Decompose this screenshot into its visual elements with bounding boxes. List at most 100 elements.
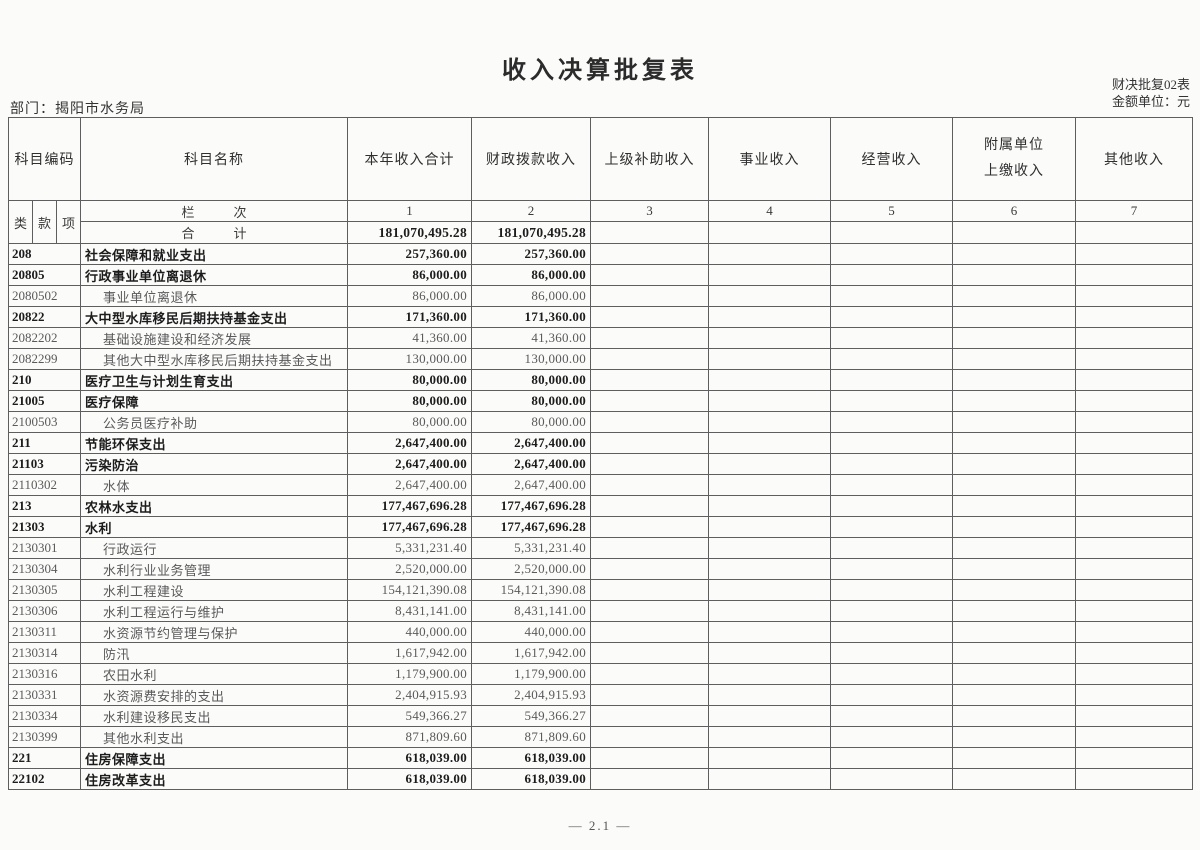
row-empty-3 bbox=[590, 642, 710, 664]
row-empty-5 bbox=[830, 516, 954, 538]
row-subject-name: 住房保障支出 bbox=[80, 747, 349, 769]
row-empty-3 bbox=[590, 516, 710, 538]
row-empty-5 bbox=[830, 537, 954, 559]
row-fiscal-income: 41,360.00 bbox=[471, 327, 592, 349]
table-row: 221 住房保障支出 618,039.00 618,039.00 bbox=[7, 747, 1194, 769]
row-empty-6 bbox=[952, 411, 1077, 433]
row-empty-3 bbox=[590, 726, 710, 748]
row-empty-6 bbox=[952, 474, 1077, 496]
row-subject-code: 2130316 bbox=[7, 663, 82, 685]
row-empty-7 bbox=[1075, 306, 1194, 328]
row-empty-5 bbox=[830, 705, 954, 727]
row-subject-code: 2080502 bbox=[7, 285, 82, 307]
row-empty-7 bbox=[1075, 474, 1194, 496]
table-row: 2130301 行政运行 5,331,231.40 5,331,231.40 bbox=[7, 537, 1194, 559]
row-empty-5 bbox=[830, 621, 954, 643]
row-empty-5 bbox=[830, 600, 954, 622]
row-subject-name: 事业单位离退休 bbox=[80, 285, 349, 307]
row-subject-code: 2130304 bbox=[7, 558, 82, 580]
row-empty-7 bbox=[1075, 600, 1194, 622]
row-fiscal-income: 618,039.00 bbox=[471, 747, 592, 769]
column-number-5: 5 bbox=[830, 200, 954, 222]
row-subject-code: 2130399 bbox=[7, 726, 82, 748]
row-subject-code: 2130334 bbox=[7, 705, 82, 727]
row-empty-4 bbox=[708, 537, 832, 559]
row-subject-name: 水体 bbox=[80, 474, 349, 496]
row-empty-4 bbox=[708, 474, 832, 496]
row-subject-name: 节能环保支出 bbox=[80, 432, 349, 454]
row-empty-3 bbox=[590, 747, 710, 769]
row-subject-name: 其他大中型水库移民后期扶持基金支出 bbox=[80, 348, 349, 370]
row-empty-6 bbox=[952, 621, 1077, 643]
row-subject-code: 22102 bbox=[7, 768, 82, 790]
page-number: — 2.1 — bbox=[568, 818, 632, 833]
table-row: 211 节能环保支出 2,647,400.00 2,647,400.00 bbox=[7, 432, 1194, 454]
row-fiscal-income: 171,360.00 bbox=[471, 306, 592, 328]
row-total-income: 154,121,390.08 bbox=[347, 579, 473, 601]
row-empty-3 bbox=[590, 537, 710, 559]
row-empty-5 bbox=[830, 411, 954, 433]
row-subject-code: 2130306 bbox=[7, 600, 82, 622]
row-empty-7 bbox=[1075, 579, 1194, 601]
row-empty-5 bbox=[830, 663, 954, 685]
table-row: 2130314 防汛 1,617,942.00 1,617,942.00 bbox=[7, 642, 1194, 664]
grand-total-row: 合 计 181,070,495.28 181,070,495.28 bbox=[9, 221, 1194, 244]
row-empty-6 bbox=[952, 327, 1077, 349]
row-empty-4 bbox=[708, 243, 832, 265]
table-row: 213 农林水支出 177,467,696.28 177,467,696.28 bbox=[7, 495, 1194, 517]
row-empty-7 bbox=[1075, 495, 1194, 517]
row-empty-6 bbox=[952, 264, 1077, 286]
row-subject-code: 2082299 bbox=[7, 348, 82, 370]
row-empty-4 bbox=[708, 621, 832, 643]
row-empty-5 bbox=[830, 390, 954, 412]
row-empty-7 bbox=[1075, 348, 1194, 370]
row-subject-name: 水利工程建设 bbox=[80, 579, 349, 601]
row-empty-5 bbox=[830, 432, 954, 454]
row-empty-4 bbox=[708, 747, 832, 769]
table-row: 2130305 水利工程建设 154,121,390.08 154,121,390.0… bbox=[7, 579, 1194, 601]
row-empty-3 bbox=[590, 348, 710, 370]
row-empty-4 bbox=[708, 579, 832, 601]
row-fiscal-income: 440,000.00 bbox=[471, 621, 592, 643]
row-fiscal-income: 80,000.00 bbox=[471, 411, 592, 433]
row-fiscal-income: 177,467,696.28 bbox=[471, 516, 592, 538]
row-subject-name: 水利建设移民支出 bbox=[80, 705, 349, 727]
row-subject-code: 2130314 bbox=[7, 642, 82, 664]
row-empty-6 bbox=[952, 432, 1077, 454]
row-empty-7 bbox=[1075, 768, 1194, 790]
row-total-income: 257,360.00 bbox=[347, 243, 473, 265]
row-total-income: 1,617,942.00 bbox=[347, 642, 473, 664]
row-fiscal-income: 86,000.00 bbox=[471, 264, 592, 286]
row-subject-code: 2130301 bbox=[7, 537, 82, 559]
row-empty-3 bbox=[590, 327, 710, 349]
row-empty-3 bbox=[590, 474, 710, 496]
row-empty-4 bbox=[708, 264, 832, 286]
row-empty-4 bbox=[708, 600, 832, 622]
row-fiscal-income: 2,647,400.00 bbox=[471, 432, 592, 454]
row-empty-7 bbox=[1075, 369, 1194, 391]
row-total-income: 2,647,400.00 bbox=[347, 432, 473, 454]
row-empty-5 bbox=[830, 558, 954, 580]
row-fiscal-income: 1,617,942.00 bbox=[471, 642, 592, 664]
row-subject-name: 水资源节约管理与保护 bbox=[80, 621, 349, 643]
row-empty-6 bbox=[952, 642, 1077, 664]
subcode-xiang: 项 bbox=[55, 200, 82, 244]
row-empty-6 bbox=[952, 516, 1077, 538]
row-empty-7 bbox=[1075, 285, 1194, 307]
row-empty-7 bbox=[1075, 684, 1194, 706]
row-empty-6 bbox=[952, 369, 1077, 391]
header-operating-income: 事业收入 bbox=[708, 117, 832, 201]
row-empty-7 bbox=[1075, 537, 1194, 559]
header-subject-name: 科目名称 bbox=[80, 117, 349, 201]
row-empty-4 bbox=[708, 516, 832, 538]
row-subject-code: 21103 bbox=[7, 453, 82, 475]
column-index-label: 栏 次 bbox=[80, 200, 349, 222]
row-subject-name: 行政事业单位离退休 bbox=[80, 264, 349, 286]
row-empty-3 bbox=[590, 579, 710, 601]
row-subject-code: 2110302 bbox=[7, 474, 82, 496]
row-total-income: 41,360.00 bbox=[347, 327, 473, 349]
row-empty-6 bbox=[952, 453, 1077, 475]
row-fiscal-income: 618,039.00 bbox=[471, 768, 592, 790]
row-empty-3 bbox=[590, 558, 710, 580]
row-empty-5 bbox=[830, 726, 954, 748]
